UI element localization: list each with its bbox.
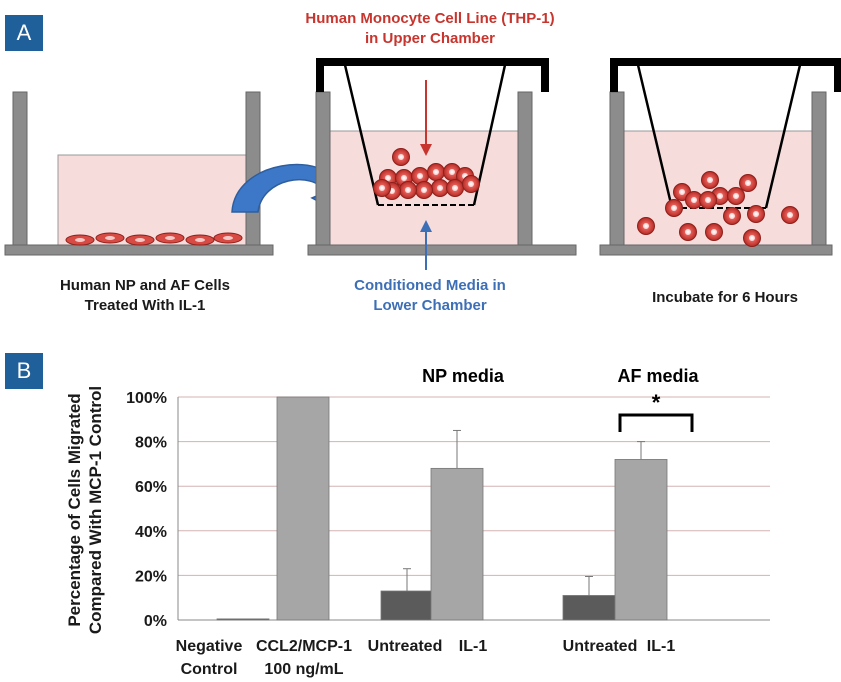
left-caption: Human NP and AF Cells Treated With IL-1 bbox=[5, 276, 285, 316]
adherent-cell bbox=[185, 234, 215, 246]
monocyte-cell bbox=[373, 179, 391, 197]
significance-star: * bbox=[652, 390, 661, 415]
monocyte-cell bbox=[727, 187, 745, 205]
monocyte-cell bbox=[399, 181, 417, 199]
middle-caption: Conditioned Media in Lower Chamber bbox=[315, 276, 545, 316]
monocyte-cell bbox=[781, 206, 799, 224]
monocyte-cell bbox=[705, 223, 723, 241]
y-tick-label: 20% bbox=[135, 568, 167, 585]
upper-chamber-label-line2: in Upper Chamber bbox=[364, 30, 496, 47]
y-axis-label-line1: Percentage of Cells Migrated bbox=[65, 393, 84, 626]
y-tick-label: 60% bbox=[135, 479, 167, 496]
group-title-af: AF media bbox=[617, 366, 699, 386]
middle-caption-line2: Lower Chamber bbox=[373, 297, 487, 314]
x-tick-labels: Negative Control CCL2/MCP-1 100 ng/mL Untrea… bbox=[176, 638, 676, 678]
adherent-cell bbox=[95, 232, 125, 244]
adherent-cells bbox=[65, 232, 243, 246]
left-caption-line1: Human NP and AF Cells bbox=[59, 277, 231, 294]
monocyte-cell bbox=[739, 174, 757, 192]
thp1-cells-upper bbox=[373, 148, 480, 200]
right-well bbox=[599, 58, 841, 256]
x-tick-label: Untreated bbox=[563, 638, 638, 655]
upper-chamber-label: Human Monocyte Cell Line (THP-1) in Uppe… bbox=[240, 9, 620, 49]
monocyte-cell bbox=[411, 167, 429, 185]
y-axis-label-line2: Compared With MCP-1 Control bbox=[86, 386, 105, 634]
monocyte-cell bbox=[679, 223, 697, 241]
upper-chamber-label-line1: Human Monocyte Cell Line (THP-1) bbox=[305, 10, 555, 27]
y-tick-label: 100% bbox=[126, 390, 167, 407]
right-caption-text: Incubate for 6 Hours bbox=[652, 289, 798, 306]
monocyte-cell bbox=[415, 181, 433, 199]
monocyte-cell bbox=[747, 205, 765, 223]
adherent-cell bbox=[155, 232, 185, 244]
x-tick-label: CCL2/MCP-1 bbox=[256, 638, 352, 655]
x-tick-label: IL-1 bbox=[459, 638, 488, 655]
monocyte-cell bbox=[723, 207, 741, 225]
middle-well bbox=[307, 58, 577, 270]
x-tick-label: IL-1 bbox=[647, 638, 676, 655]
x-tick-label: 100 ng/mL bbox=[264, 661, 343, 678]
y-tick-label: 0% bbox=[144, 613, 167, 630]
right-caption: Incubate for 6 Hours bbox=[620, 288, 830, 308]
y-tick-label: 80% bbox=[135, 435, 167, 452]
monocyte-cell bbox=[665, 199, 683, 217]
monocyte-cell bbox=[427, 163, 445, 181]
panel-label-b: B bbox=[5, 353, 43, 389]
middle-caption-line1: Conditioned Media in bbox=[354, 277, 506, 294]
y-tick-labels: 0% 20% 40% 60% 80% 100% bbox=[126, 390, 167, 630]
monocyte-cell bbox=[699, 191, 717, 209]
left-well bbox=[4, 91, 274, 256]
adherent-cell bbox=[125, 234, 155, 246]
monocyte-cell bbox=[743, 229, 761, 247]
group-title-np: NP media bbox=[422, 366, 505, 386]
error-bars bbox=[403, 429, 645, 596]
x-tick-label: Negative bbox=[176, 638, 243, 655]
y-tick-label: 40% bbox=[135, 524, 167, 541]
bar bbox=[562, 595, 616, 621]
bar bbox=[430, 467, 484, 621]
significance-bracket bbox=[618, 413, 694, 432]
adherent-cell bbox=[213, 232, 243, 244]
bar-chart: 0% 20% 40% 60% 80% 100% Negative Control CCL2/M… bbox=[65, 366, 770, 678]
bar bbox=[276, 396, 330, 621]
panel-label-a: A bbox=[5, 15, 43, 51]
left-caption-line2: Treated With IL-1 bbox=[84, 297, 206, 314]
migrated-cells bbox=[637, 171, 799, 247]
monocyte-cell bbox=[462, 175, 480, 193]
x-tick-label: Control bbox=[181, 661, 238, 678]
bar bbox=[614, 459, 668, 621]
bar bbox=[216, 618, 270, 621]
adherent-cell bbox=[65, 234, 95, 246]
monocyte-cell bbox=[392, 148, 410, 166]
monocyte-cell bbox=[446, 179, 464, 197]
bars bbox=[216, 396, 668, 621]
monocyte-cell bbox=[685, 191, 703, 209]
monocyte-cell bbox=[637, 217, 655, 235]
x-tick-label: Untreated bbox=[368, 638, 443, 655]
bar bbox=[380, 590, 434, 621]
monocyte-cell bbox=[701, 171, 719, 189]
monocyte-cell bbox=[431, 179, 449, 197]
